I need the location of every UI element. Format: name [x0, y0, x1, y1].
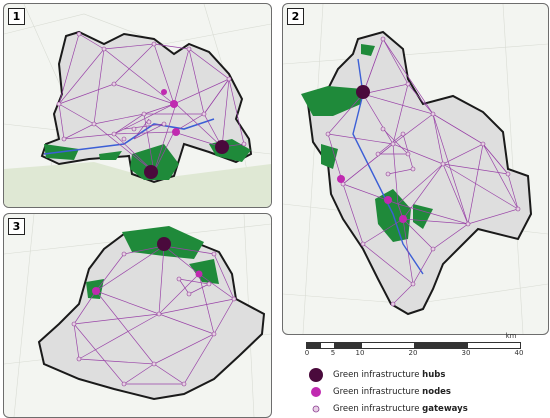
- panel-label: 1: [8, 8, 25, 25]
- hub-markers: [144, 140, 229, 179]
- map-legend: Green infrastructure hubs Green infrastr…: [306, 366, 546, 417]
- map-panel-2: 2: [282, 3, 549, 335]
- scale-tick-label: 0: [304, 349, 310, 357]
- scale-segment: [467, 342, 521, 349]
- scale-segment: [306, 342, 321, 349]
- scale-segment: [334, 342, 362, 349]
- legend-prefix: Green infrastructure: [333, 386, 423, 397]
- scale-unit: km: [505, 332, 517, 340]
- river: [43, 118, 215, 155]
- scale-segment: [361, 342, 415, 349]
- node-markers: [92, 270, 203, 295]
- hub-symbol-icon: [309, 367, 323, 382]
- map-panel-1: 1: [3, 3, 272, 208]
- legend-prefix: Green infrastructure: [333, 369, 423, 380]
- green-areas: [44, 139, 251, 180]
- scale-tick-label: 5: [330, 349, 336, 357]
- scale-tick-label: 40: [514, 349, 524, 357]
- legend-gateways-label: gateways: [422, 403, 468, 414]
- scale-tick-label: 20: [408, 349, 418, 357]
- node-markers: [161, 89, 180, 136]
- network-links: [58, 33, 245, 173]
- panel-label: 2: [287, 8, 304, 25]
- hub-markers: [157, 237, 171, 251]
- map-panel-3: 3: [3, 213, 272, 418]
- panel-label: 3: [8, 218, 25, 235]
- region-boundary: [306, 30, 533, 316]
- map-area-2: [283, 4, 548, 334]
- scale-segment: [414, 342, 468, 349]
- gateway-markers: [56, 31, 247, 147]
- node-symbol-icon: [311, 386, 321, 397]
- legend-hubs-label: hubs: [422, 369, 446, 380]
- map-area-3: [4, 214, 271, 417]
- legend-prefix: Green infrastructure: [333, 403, 423, 414]
- legend-item-nodes: Green infrastructure nodes: [306, 383, 546, 400]
- legend-nodes-label: nodes: [422, 386, 451, 397]
- gateway-symbol-icon: [312, 405, 320, 412]
- hub-markers: [356, 85, 370, 99]
- gateway-markers: [71, 251, 237, 387]
- scale-tick-label: 10: [355, 349, 365, 357]
- scale-bar: km 0 5 10 20 30 40: [304, 332, 526, 362]
- legend-item-gateways: Green infrastructure gateways: [306, 400, 546, 417]
- farmland: [4, 162, 271, 207]
- region-boundary: [40, 30, 253, 184]
- legend-item-hubs: Green infrastructure hubs: [306, 366, 546, 383]
- node-markers: [337, 175, 407, 223]
- map-area-1: [4, 4, 271, 207]
- scale-tick-label: 30: [461, 349, 471, 357]
- scale-segment: [320, 342, 335, 349]
